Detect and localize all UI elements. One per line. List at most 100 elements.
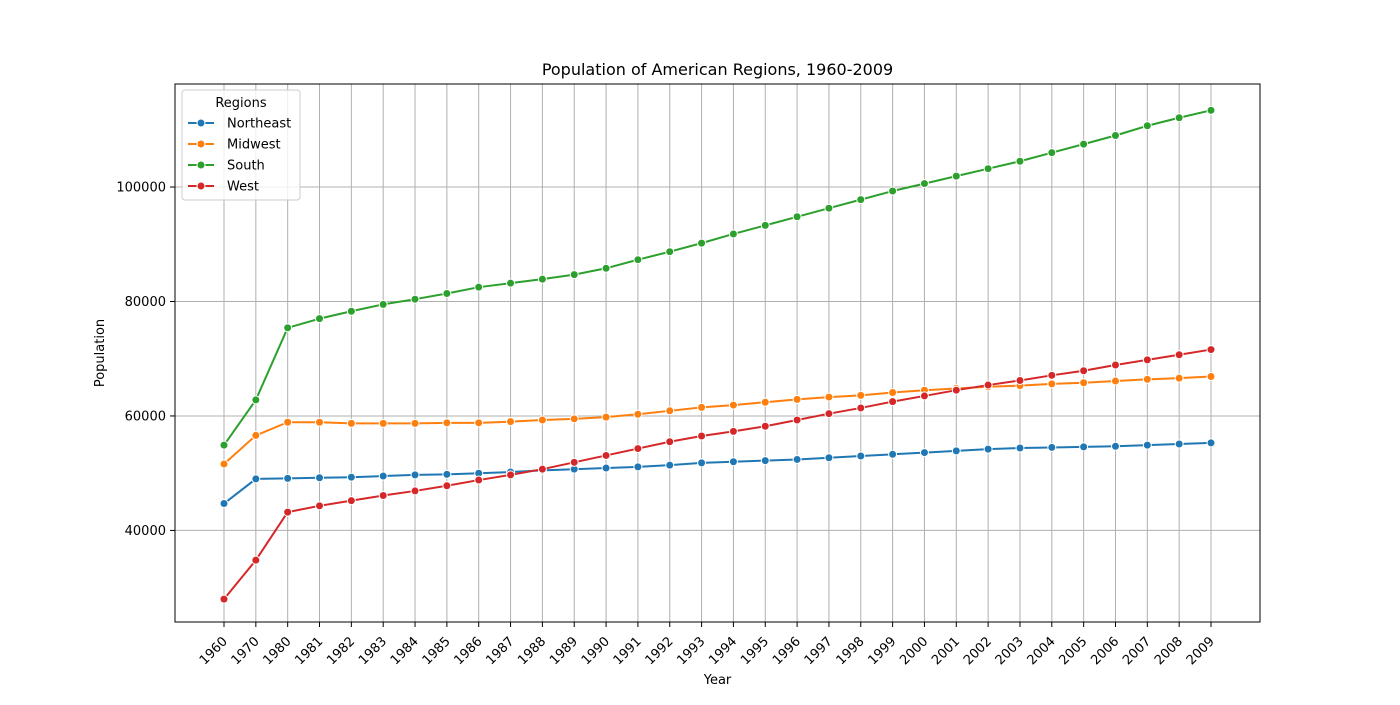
data-point — [1047, 442, 1057, 452]
legend-items: Northeast Midwest South West — [188, 117, 291, 195]
data-point — [378, 299, 388, 309]
y-tick-label: 40000 — [125, 524, 166, 539]
data-point — [506, 470, 516, 480]
legend-marker — [196, 139, 206, 149]
data-point — [1079, 139, 1089, 149]
data-point — [792, 394, 802, 404]
x-tick-label: 1989 — [547, 634, 581, 668]
data-point — [1142, 121, 1152, 131]
legend-label: Midwest — [227, 138, 281, 153]
data-point — [983, 444, 993, 454]
series-midwest — [219, 371, 1216, 469]
x-tick-label: 2001 — [929, 634, 963, 668]
data-point — [346, 472, 356, 482]
data-point — [1079, 378, 1089, 388]
x-tick-label: 1995 — [738, 634, 772, 668]
data-point — [1047, 148, 1057, 158]
data-point — [1079, 366, 1089, 376]
data-point — [378, 491, 388, 501]
data-point — [951, 446, 961, 456]
data-point — [665, 437, 675, 447]
data-point — [792, 415, 802, 425]
data-point — [251, 555, 261, 565]
x-tick-label: 1987 — [483, 634, 517, 668]
data-point — [219, 594, 229, 604]
x-tick-label: 2005 — [1056, 634, 1090, 668]
x-tick-label: 2003 — [993, 634, 1027, 668]
data-point — [697, 402, 707, 412]
data-point — [1015, 156, 1025, 166]
chart-title: Population of American Regions, 1960-200… — [542, 60, 893, 79]
x-tick-label: 1984 — [388, 634, 422, 668]
data-point — [442, 418, 452, 428]
data-point — [315, 314, 325, 324]
plot-area-frame — [174, 83, 1261, 623]
data-point — [1174, 439, 1184, 449]
y-axis-label: Population — [93, 319, 108, 387]
data-point — [824, 392, 834, 402]
data-point — [315, 417, 325, 427]
data-point — [569, 270, 579, 280]
x-tick-label: 1985 — [420, 634, 454, 668]
data-point — [410, 470, 420, 480]
x-tick-label: 1999 — [865, 634, 899, 668]
data-point — [474, 282, 484, 292]
data-point — [697, 431, 707, 441]
data-point — [760, 421, 770, 431]
data-point — [1110, 376, 1120, 386]
data-point — [410, 294, 420, 304]
data-point — [888, 387, 898, 397]
data-point — [760, 456, 770, 466]
data-point — [1015, 443, 1025, 453]
data-point — [537, 415, 547, 425]
x-tick-label: 1997 — [802, 634, 836, 668]
data-point — [474, 475, 484, 485]
data-point — [1206, 105, 1216, 115]
x-tick-label: 1994 — [706, 634, 740, 668]
x-tick-label: 2007 — [1120, 634, 1154, 668]
data-point — [442, 481, 452, 491]
legend-title: Regions — [215, 96, 267, 111]
legend: Regions Northeast Midwest South West — [181, 89, 301, 201]
data-point — [1047, 379, 1057, 389]
x-tick-label: 1988 — [515, 634, 549, 668]
data-point — [728, 229, 738, 239]
x-tick-label: 1990 — [579, 634, 613, 668]
data-point — [983, 380, 993, 390]
data-point — [856, 195, 866, 205]
series-line — [223, 375, 1212, 465]
x-tick-label: 1986 — [452, 634, 486, 668]
data-point — [474, 418, 484, 428]
grid-lines — [175, 84, 1260, 622]
y-tick-label: 100000 — [116, 181, 166, 196]
x-tick-label: 2006 — [1088, 634, 1122, 668]
x-tick-label: 2004 — [1025, 634, 1059, 668]
data-point — [633, 255, 643, 265]
data-point — [760, 397, 770, 407]
data-point — [1206, 371, 1216, 381]
data-point — [378, 418, 388, 428]
legend-marker — [196, 160, 206, 170]
data-point — [633, 444, 643, 454]
data-point — [219, 499, 229, 509]
data-point — [346, 418, 356, 428]
data-point — [1174, 113, 1184, 123]
data-point — [601, 263, 611, 273]
data-point — [951, 385, 961, 395]
data-point — [1142, 355, 1152, 365]
data-point — [346, 306, 356, 316]
data-point — [569, 414, 579, 424]
data-point — [1142, 374, 1152, 384]
x-tick-label: 2002 — [961, 634, 995, 668]
data-point — [601, 450, 611, 460]
x-tick-label: 2008 — [1152, 634, 1186, 668]
data-point — [665, 460, 675, 470]
data-point — [633, 462, 643, 472]
y-tick-label: 60000 — [125, 409, 166, 424]
data-point — [697, 238, 707, 248]
data-point — [537, 274, 547, 284]
data-point — [951, 171, 961, 181]
data-point — [219, 459, 229, 469]
data-point — [442, 288, 452, 298]
